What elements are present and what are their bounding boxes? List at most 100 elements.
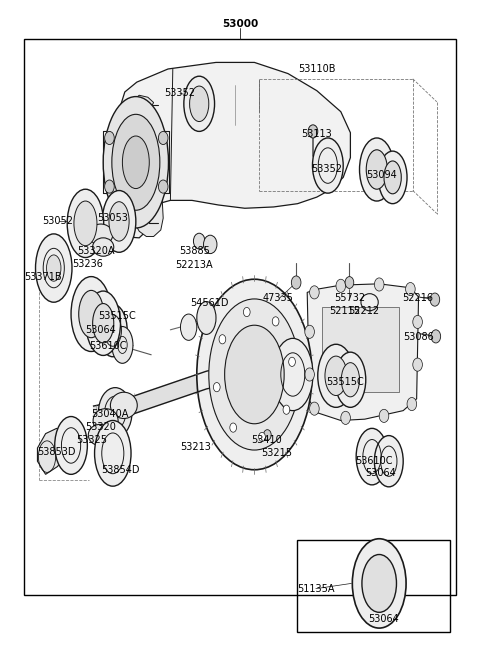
Polygon shape <box>116 62 350 238</box>
Ellipse shape <box>197 279 312 470</box>
Circle shape <box>272 317 279 326</box>
Ellipse shape <box>197 302 216 334</box>
Ellipse shape <box>273 338 313 411</box>
Text: 53110B: 53110B <box>298 64 336 74</box>
Ellipse shape <box>312 138 343 193</box>
Ellipse shape <box>93 409 118 432</box>
Ellipse shape <box>89 224 113 245</box>
Text: 53610C: 53610C <box>89 340 127 351</box>
Text: 47335: 47335 <box>263 293 294 304</box>
Ellipse shape <box>71 277 111 351</box>
Ellipse shape <box>98 304 127 357</box>
Circle shape <box>283 405 290 415</box>
Ellipse shape <box>112 114 160 210</box>
Ellipse shape <box>79 290 104 338</box>
Text: 53064: 53064 <box>85 325 116 336</box>
Ellipse shape <box>341 363 360 397</box>
Ellipse shape <box>86 291 120 355</box>
Ellipse shape <box>109 202 129 241</box>
Ellipse shape <box>374 436 403 487</box>
Ellipse shape <box>184 76 215 131</box>
Text: 53236: 53236 <box>72 259 103 269</box>
Circle shape <box>105 131 114 145</box>
Ellipse shape <box>102 191 136 252</box>
Ellipse shape <box>103 97 168 228</box>
Ellipse shape <box>88 424 111 445</box>
Circle shape <box>310 402 319 415</box>
Circle shape <box>336 279 346 292</box>
Text: 53040A: 53040A <box>91 409 128 419</box>
Ellipse shape <box>384 161 401 194</box>
Text: 53325: 53325 <box>77 435 108 445</box>
Circle shape <box>214 382 220 392</box>
Text: 53000: 53000 <box>222 19 258 30</box>
Circle shape <box>406 283 415 296</box>
Text: 53410: 53410 <box>251 435 282 445</box>
Circle shape <box>204 235 217 254</box>
Polygon shape <box>37 428 71 474</box>
Text: 53213: 53213 <box>180 442 211 452</box>
Circle shape <box>305 325 314 338</box>
Circle shape <box>288 357 295 367</box>
Ellipse shape <box>74 201 97 246</box>
Ellipse shape <box>352 539 406 628</box>
Ellipse shape <box>378 151 407 204</box>
Ellipse shape <box>93 304 114 343</box>
Ellipse shape <box>55 417 87 474</box>
Ellipse shape <box>98 388 132 438</box>
Ellipse shape <box>95 420 131 486</box>
Text: 52115: 52115 <box>329 306 360 316</box>
Circle shape <box>243 307 250 317</box>
Text: 51135A: 51135A <box>297 583 335 594</box>
Text: 53371B: 53371B <box>24 272 62 283</box>
Text: 53053: 53053 <box>97 213 128 223</box>
Circle shape <box>413 358 422 371</box>
Bar <box>322 307 399 392</box>
Text: 55732: 55732 <box>334 293 365 304</box>
Text: 53113: 53113 <box>301 129 332 139</box>
Ellipse shape <box>93 238 114 256</box>
Circle shape <box>230 423 237 432</box>
Ellipse shape <box>190 86 209 122</box>
Circle shape <box>264 430 271 440</box>
Text: 53352: 53352 <box>311 164 342 174</box>
Circle shape <box>158 180 168 193</box>
Ellipse shape <box>356 428 388 485</box>
Ellipse shape <box>318 344 354 407</box>
Text: 53215: 53215 <box>262 447 292 458</box>
Circle shape <box>158 131 168 145</box>
Text: 53610C: 53610C <box>355 455 392 466</box>
Circle shape <box>374 278 384 291</box>
Ellipse shape <box>362 555 396 612</box>
Circle shape <box>105 180 114 193</box>
Ellipse shape <box>36 234 72 302</box>
Text: 53515C: 53515C <box>326 376 363 387</box>
Circle shape <box>379 409 389 422</box>
Text: 53094: 53094 <box>366 170 397 180</box>
Polygon shape <box>307 284 419 420</box>
Polygon shape <box>115 95 163 237</box>
Text: 52216: 52216 <box>402 293 433 304</box>
Ellipse shape <box>308 125 318 138</box>
Ellipse shape <box>67 189 104 258</box>
Circle shape <box>407 397 417 411</box>
Circle shape <box>305 368 314 381</box>
Circle shape <box>413 315 422 328</box>
Circle shape <box>345 277 354 288</box>
Text: 53885: 53885 <box>179 246 210 256</box>
Polygon shape <box>94 361 254 424</box>
Circle shape <box>430 293 440 306</box>
Text: 53064: 53064 <box>369 614 399 624</box>
Bar <box>297 540 450 632</box>
Circle shape <box>193 233 205 249</box>
Circle shape <box>219 334 226 344</box>
Ellipse shape <box>325 356 347 396</box>
Text: 52212: 52212 <box>348 306 379 316</box>
Circle shape <box>259 432 265 442</box>
Text: 54561D: 54561D <box>191 298 229 308</box>
Ellipse shape <box>360 138 394 201</box>
Text: 53086: 53086 <box>403 332 434 342</box>
Text: 53064: 53064 <box>365 468 396 478</box>
Text: 53515C: 53515C <box>98 311 135 321</box>
Circle shape <box>310 286 319 299</box>
